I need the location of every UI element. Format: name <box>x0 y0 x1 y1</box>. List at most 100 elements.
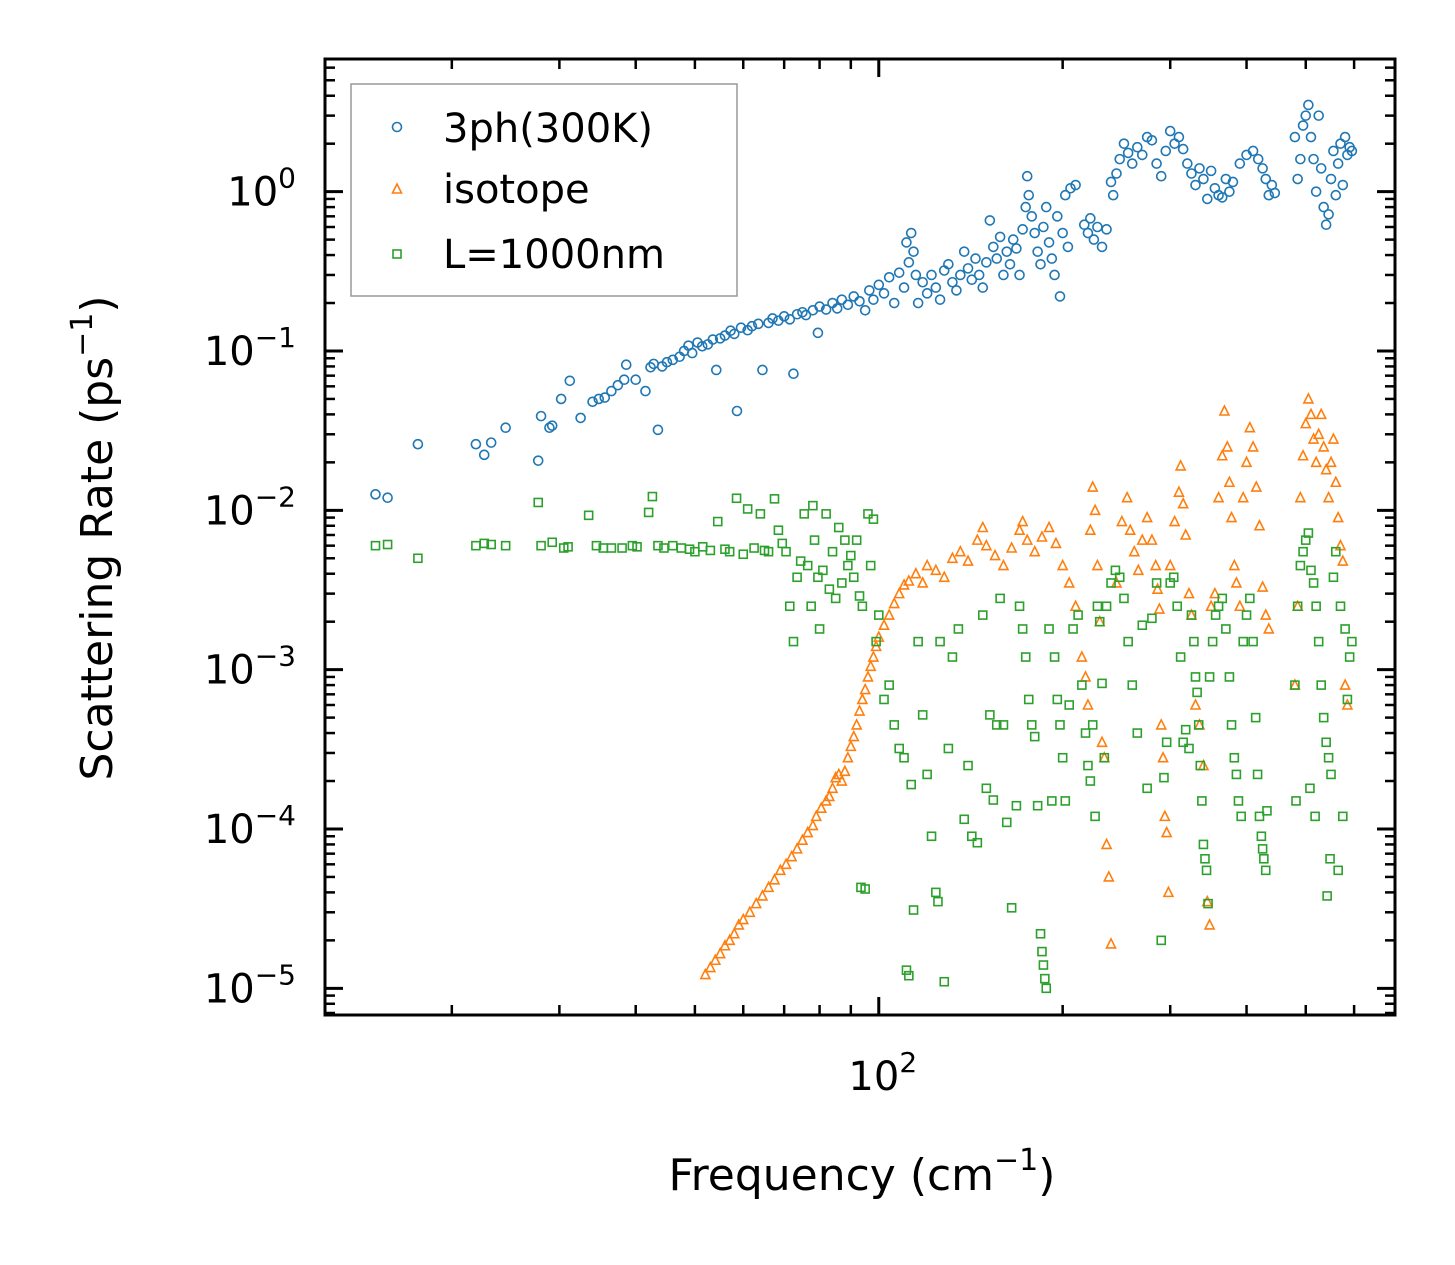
data-point <box>792 572 802 583</box>
data-point <box>1200 853 1210 864</box>
data-point <box>935 636 945 647</box>
data-point <box>1189 636 1199 647</box>
data-point <box>1318 712 1329 723</box>
data-point <box>749 543 759 553</box>
data-point <box>854 296 865 307</box>
data-point <box>1127 680 1138 690</box>
data-point <box>962 554 974 566</box>
data-point <box>1212 490 1225 503</box>
legend-label-l1000nm: L=1000nm <box>443 232 665 278</box>
data-point <box>884 680 894 690</box>
data-point <box>485 437 497 448</box>
data-point <box>1330 189 1342 201</box>
data-point <box>547 537 558 548</box>
data-point <box>903 574 915 586</box>
data-point <box>1023 694 1034 705</box>
data-point <box>1257 844 1268 854</box>
data-point <box>809 535 820 545</box>
y-axis-label: Scattering Rate (ps−1) <box>65 295 123 780</box>
data-point <box>1305 407 1317 420</box>
data-point <box>1085 213 1096 224</box>
data-point <box>981 783 992 794</box>
data-point <box>1226 720 1237 730</box>
legend-label-isotope: isotope <box>443 167 590 213</box>
data-point <box>1184 743 1194 754</box>
data-point <box>926 269 937 281</box>
data-point <box>714 946 726 959</box>
data-point <box>1315 407 1327 420</box>
data-point <box>912 297 924 309</box>
data-point <box>1162 885 1175 898</box>
data-point <box>814 301 825 312</box>
data-point <box>1119 593 1129 604</box>
data-point <box>1040 973 1050 984</box>
data-point <box>1333 865 1343 876</box>
data-point <box>652 424 664 436</box>
data-point <box>1175 652 1186 662</box>
data-point <box>1177 143 1189 155</box>
data-point <box>1121 490 1133 503</box>
data-point <box>955 269 966 281</box>
data-point <box>1240 455 1253 468</box>
data-point <box>808 500 818 511</box>
tick-base: 10 <box>204 807 255 853</box>
y-axis-label-sup: −1 <box>65 313 100 357</box>
data-point <box>756 889 769 901</box>
data-point <box>899 752 909 763</box>
data-point <box>1122 147 1134 159</box>
data-point <box>1088 234 1100 245</box>
data-point <box>788 368 799 380</box>
data-point <box>831 303 843 314</box>
data-point <box>903 257 915 268</box>
data-point <box>1168 514 1181 527</box>
data-point <box>705 545 716 556</box>
data-point <box>921 288 933 299</box>
data-point <box>837 578 847 588</box>
data-point <box>1151 158 1162 169</box>
data-point <box>1201 894 1214 907</box>
data-point <box>947 276 958 288</box>
data-point <box>1180 724 1191 735</box>
data-point <box>908 246 919 257</box>
data-point <box>947 652 958 662</box>
data-point <box>1063 576 1076 588</box>
data-point <box>1137 620 1148 631</box>
data-point <box>1303 99 1314 111</box>
data-point <box>985 710 995 720</box>
data-point <box>1052 694 1063 705</box>
data-point <box>1250 712 1261 723</box>
data-point <box>1161 737 1172 748</box>
data-point <box>767 313 778 324</box>
data-point <box>1248 636 1258 647</box>
data-point <box>1146 533 1158 545</box>
data-point <box>847 729 860 742</box>
data-point <box>1205 599 1217 612</box>
data-point <box>1096 735 1108 748</box>
legend: 3ph(300K) isotope L=1000nm <box>350 83 738 297</box>
data-point <box>1342 694 1353 705</box>
data-point <box>1332 510 1344 523</box>
data-point <box>1260 173 1272 185</box>
data-point <box>1037 946 1047 957</box>
data-point <box>1156 935 1167 946</box>
data-point <box>867 650 880 662</box>
tick-base: 10 <box>204 488 255 534</box>
data-point <box>768 872 781 885</box>
data-point <box>1049 269 1060 281</box>
data-point <box>1032 800 1043 811</box>
data-point <box>1337 554 1349 566</box>
y-tick-label: 10−3 <box>204 640 296 694</box>
data-point <box>1164 558 1177 571</box>
data-point <box>1218 404 1231 416</box>
data-point <box>1227 176 1239 188</box>
data-point <box>1316 680 1326 690</box>
data-point <box>1306 565 1316 576</box>
data-point <box>1159 772 1169 783</box>
data-point <box>830 593 841 604</box>
data-point <box>1086 480 1099 492</box>
data-point <box>728 328 740 340</box>
series-3ph-300k- <box>370 99 1358 503</box>
data-point <box>753 318 764 330</box>
data-point <box>991 253 1003 264</box>
data-point <box>1041 983 1052 994</box>
